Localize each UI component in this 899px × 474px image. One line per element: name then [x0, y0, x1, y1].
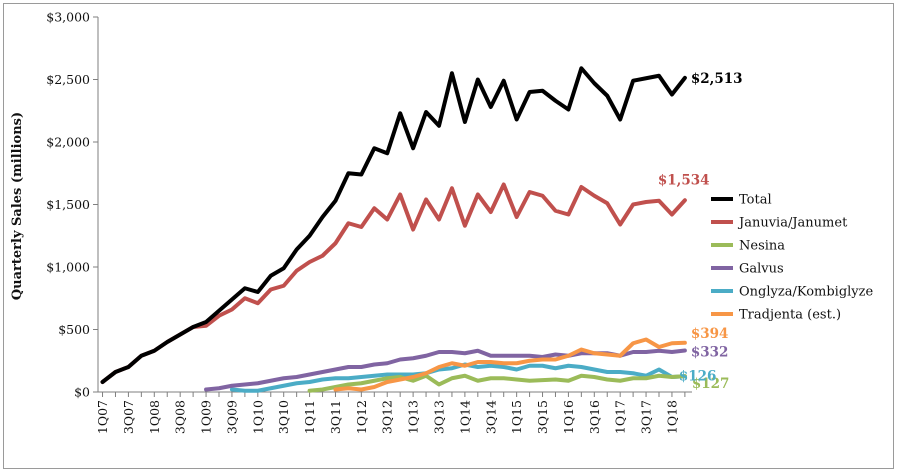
end-label-total: $2,513	[691, 71, 743, 87]
x-tick-label: 3Q10	[276, 400, 291, 434]
y-tick-label: $0	[74, 385, 90, 400]
series-line-nesina	[307, 373, 687, 393]
x-tick-label: 3Q17	[639, 400, 654, 434]
end-labels: $2,513 $1,534 $127 $332 $126 $394	[658, 71, 743, 392]
x-tick-label: 1Q16	[561, 400, 576, 434]
legend-label-total: Total	[739, 193, 772, 208]
x-tick-label: 1Q13	[406, 400, 421, 434]
series-line-total	[100, 66, 687, 384]
y-tick-label: $2,500	[46, 72, 90, 87]
x-tick-label: 1Q18	[664, 400, 679, 434]
legend-label-januvia-janumet: Januvia/Janumet	[737, 216, 848, 231]
end-label-galvus: $332	[691, 345, 729, 361]
x-tick-label: 3Q07	[121, 400, 136, 434]
x-tick-label: 3Q13	[432, 400, 447, 434]
legend: Total Januvia/Janumet Nesina Galvus Onglyza/…	[711, 193, 874, 323]
end-label-onglyza-kombiglyze: $126	[679, 368, 717, 384]
x-tick-label: 1Q07	[95, 400, 110, 434]
legend-label-galvus: Galvus	[739, 262, 784, 277]
x-tick-label: 1Q10	[250, 400, 265, 434]
y-tick-label: $2,000	[46, 135, 90, 150]
y-axis-title: Quarterly Sales (millions)	[10, 112, 25, 300]
x-tick-label: 1Q14	[457, 400, 472, 434]
y-tick-label: $1,500	[46, 197, 90, 212]
x-tick-label: 3Q12	[380, 400, 395, 434]
x-tick-label: 1Q11	[302, 400, 317, 434]
axes: $0 $500 $1,000 $1,500 $2,000 $2,500 $3,000 1Q07…	[46, 10, 692, 434]
series-line-tradjenta-est	[333, 337, 687, 392]
x-tick-label: 3Q08	[173, 400, 188, 434]
x-tick-label: 3Q15	[535, 400, 550, 434]
x-tick-label: 3Q16	[587, 400, 602, 434]
x-tick-label: 3Q11	[328, 400, 343, 434]
x-tick-label: 1Q08	[147, 400, 162, 434]
x-tick-label: 1Q17	[613, 400, 628, 434]
series-lines	[100, 66, 687, 393]
x-tick-label: 1Q09	[199, 400, 214, 434]
x-tick-label: 3Q14	[483, 400, 498, 434]
x-tick-label: 3Q09	[224, 400, 239, 434]
y-tick-label: $500	[58, 322, 90, 337]
legend-label-nesina: Nesina	[739, 239, 785, 254]
x-tick-label: 1Q15	[509, 400, 524, 434]
end-label-nesina: $127	[692, 376, 730, 392]
legend-label-tradjenta-est: Tradjenta (est.)	[739, 308, 841, 323]
x-tick-label: 1Q12	[354, 400, 369, 434]
legend-label-onglyza-kombiglyze: Onglyza/Kombiglyze	[739, 285, 874, 300]
end-label-januvia-janumet: $1,534	[658, 172, 710, 188]
y-axis-title-group: Quarterly Sales (millions)	[10, 112, 25, 300]
end-label-tradjenta-est: $394	[691, 326, 729, 342]
y-tick-label: $3,000	[46, 10, 90, 25]
y-tick-label: $1,000	[46, 260, 90, 275]
